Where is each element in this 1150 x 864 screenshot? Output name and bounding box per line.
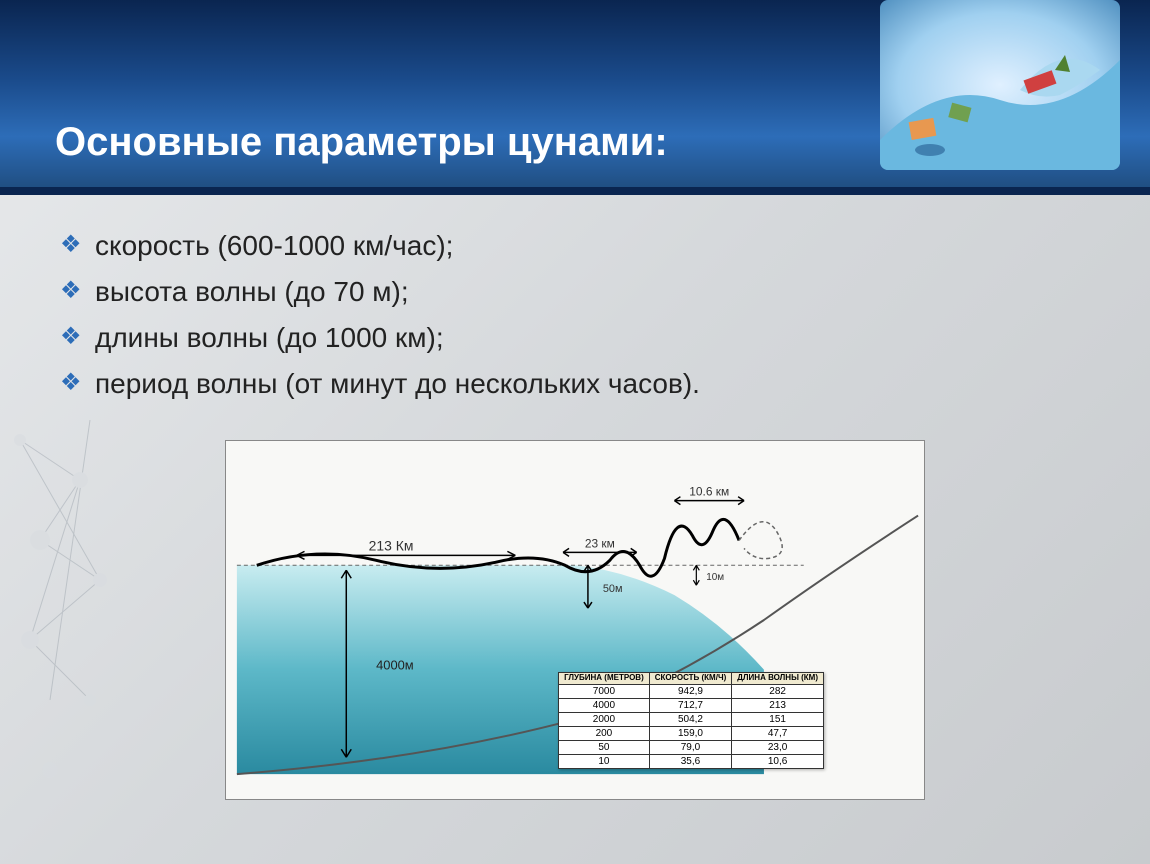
table-row: 5079,023,0 [559, 741, 824, 755]
label-10m: 10м [706, 572, 724, 583]
bullet-item: высота волны (до 70 м); [60, 276, 1090, 308]
table-header: СКОРОСТЬ (КМ/Ч) [649, 673, 732, 685]
bullet-item: период волны (от минут до нескольких час… [60, 368, 1090, 400]
label-50m: 50м [603, 583, 623, 595]
table-header: ГЛУБИНА (МЕТРОВ) [559, 673, 650, 685]
tsunami-diagram: 213 Км 23 км 10.6 км 50м [225, 440, 925, 800]
table-row: 1035,610,6 [559, 755, 824, 769]
tsunami-data-table: ГЛУБИНА (МЕТРОВ) СКОРОСТЬ (КМ/Ч) ДЛИНА В… [558, 672, 824, 769]
deco-network [0, 420, 140, 820]
table-row: 2000504,2151 [559, 713, 824, 727]
table-header: ДЛИНА ВОЛНЫ (КМ) [732, 673, 824, 685]
table-row: 7000942,9282 [559, 685, 824, 699]
table-row: 200159,047,7 [559, 727, 824, 741]
bullet-item: скорость (600-1000 км/час); [60, 230, 1090, 262]
content-area: скорость (600-1000 км/час); высота волны… [0, 195, 1150, 835]
label-213km: 213 Км [369, 537, 414, 553]
table-body: 7000942,9282 4000712,7213 2000504,2151 2… [559, 685, 824, 769]
label-23km: 23 км [585, 536, 615, 550]
tsunami-illustration [880, 0, 1120, 170]
header-banner: Основные параметры цунами: [0, 0, 1150, 195]
bullet-list: скорость (600-1000 км/час); высота волны… [60, 230, 1090, 400]
bullet-item: длины волны (до 1000 км); [60, 322, 1090, 354]
table-row: 4000712,7213 [559, 699, 824, 713]
label-10km: 10.6 км [689, 485, 729, 499]
page-title: Основные параметры цунами: [55, 120, 668, 165]
label-4000m: 4000м [376, 658, 414, 673]
